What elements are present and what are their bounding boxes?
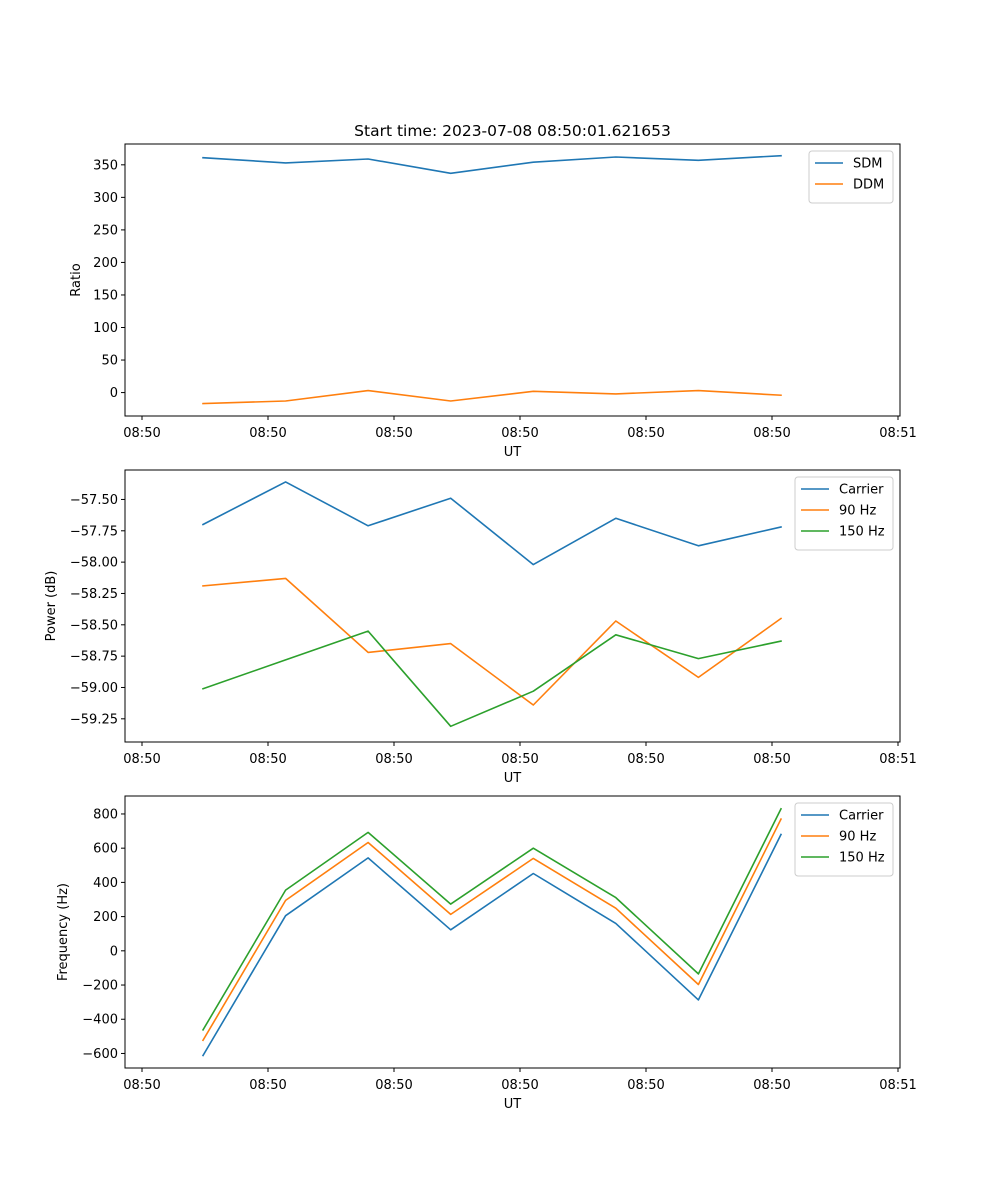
series-line-90-hz [201, 818, 783, 1042]
legend-frame [808, 150, 894, 204]
y-tick-label: 350 [93, 158, 118, 173]
y-axis-label: Power (dB) [44, 571, 59, 642]
y-tick-label: −58.75 [70, 650, 118, 665]
x-axis-label: UT [504, 445, 522, 460]
x-tick-label: 08:50 [627, 426, 664, 441]
x-tick-label: 08:50 [501, 752, 538, 767]
legend-label-sdm: SDM [853, 157, 882, 172]
y-tick-label: −58.00 [70, 556, 118, 571]
x-tick-label: 08:50 [753, 1078, 790, 1093]
legend-label-carrier: Carrier [839, 809, 884, 824]
legend: Carrier 90 Hz 150 Hz [794, 802, 894, 877]
y-tick-label: −59.00 [70, 681, 118, 696]
x-tick-label: 08:50 [375, 1078, 412, 1093]
y-tick-label: 250 [93, 223, 118, 238]
y-tick-label: −58.25 [70, 587, 118, 602]
chart-panel-2: 08:50 08:50 08:50 08:50 08:50 08:50 08:51 −59.2… [44, 469, 917, 786]
series-line-carrier [201, 833, 783, 1057]
y-tick-label: 800 [93, 807, 118, 822]
y-tick-label: 600 [93, 842, 118, 857]
y-tick-label: −57.50 [70, 493, 118, 508]
x-tick-label: 08:50 [627, 752, 664, 767]
y-axis-label: Ratio [69, 263, 84, 296]
y-tick-label: 0 [110, 944, 118, 959]
x-tick-label: 08:51 [879, 752, 916, 767]
plot-area-frame [124, 143, 901, 417]
x-axis-label: UT [504, 771, 522, 786]
x-tick-label: 08:50 [123, 752, 160, 767]
x-tick-label: 08:50 [375, 752, 412, 767]
y-tick-label: 300 [93, 191, 118, 206]
x-tick-label: 08:51 [879, 426, 916, 441]
plot-area-frame [124, 469, 901, 743]
chart-panel-1: 08:50 08:50 08:50 08:50 08:50 08:50 08:51 0 50 10… [69, 143, 917, 460]
chart-panel-3: 08:50 08:50 08:50 08:50 08:50 08:50 08:51 −600 −… [56, 795, 917, 1112]
chart-title: Start time: 2023-07-08 08:50:01.621653 [354, 122, 671, 140]
y-tick-label: −600 [82, 1047, 118, 1062]
panels: 08:50 08:50 08:50 08:50 08:50 08:50 08:51 0 50 10… [44, 143, 917, 1112]
x-tick-label: 08:50 [375, 426, 412, 441]
series-line-sdm [202, 154, 782, 175]
y-tick-label: 200 [93, 910, 118, 925]
series-line-150-hz [201, 807, 783, 1031]
x-tick-label: 08:51 [879, 1078, 916, 1093]
x-tick-label: 08:50 [753, 752, 790, 767]
legend-label-150-hz: 150 Hz [839, 851, 885, 866]
y-tick-label: −57.75 [70, 524, 118, 539]
legend-label-150-hz: 150 Hz [839, 525, 885, 540]
series-line-carrier [201, 481, 782, 566]
x-tick-label: 08:50 [123, 1078, 160, 1093]
legend-label-carrier: Carrier [839, 483, 884, 498]
x-axis-label: UT [504, 1097, 522, 1112]
legend-label-90-hz: 90 Hz [839, 830, 876, 845]
x-tick-label: 08:50 [249, 752, 286, 767]
legend: SDM DDM [808, 150, 894, 204]
legend-label-ddm: DDM [853, 178, 884, 193]
x-tick-label: 08:50 [627, 1078, 664, 1093]
y-tick-label: −400 [82, 1013, 118, 1028]
y-tick-label: −58.50 [70, 618, 118, 633]
x-tick-label: 08:50 [501, 426, 538, 441]
y-tick-label: 0 [110, 386, 118, 401]
x-tick-label: 08:50 [753, 426, 790, 441]
x-tick-label: 08:50 [123, 426, 160, 441]
x-tick-label: 08:50 [249, 1078, 286, 1093]
series-line-90-hz [202, 577, 783, 706]
y-tick-label: −200 [82, 979, 118, 994]
y-tick-label: 150 [93, 288, 118, 303]
series-line-ddm [202, 389, 782, 405]
legend-label-90-hz: 90 Hz [839, 504, 876, 519]
plot-area-frame [124, 795, 901, 1069]
x-tick-label: 08:50 [501, 1078, 538, 1093]
y-axis-label: Frequency (Hz) [56, 883, 71, 981]
y-tick-label: 50 [101, 354, 118, 369]
x-tick-label: 08:50 [249, 426, 286, 441]
y-tick-label: 400 [93, 876, 118, 891]
y-tick-label: 100 [93, 321, 118, 336]
series-line-150-hz [201, 630, 782, 728]
legend: Carrier 90 Hz 150 Hz [794, 476, 894, 551]
y-tick-label: 200 [93, 256, 118, 271]
y-tick-label: −59.25 [70, 712, 118, 727]
